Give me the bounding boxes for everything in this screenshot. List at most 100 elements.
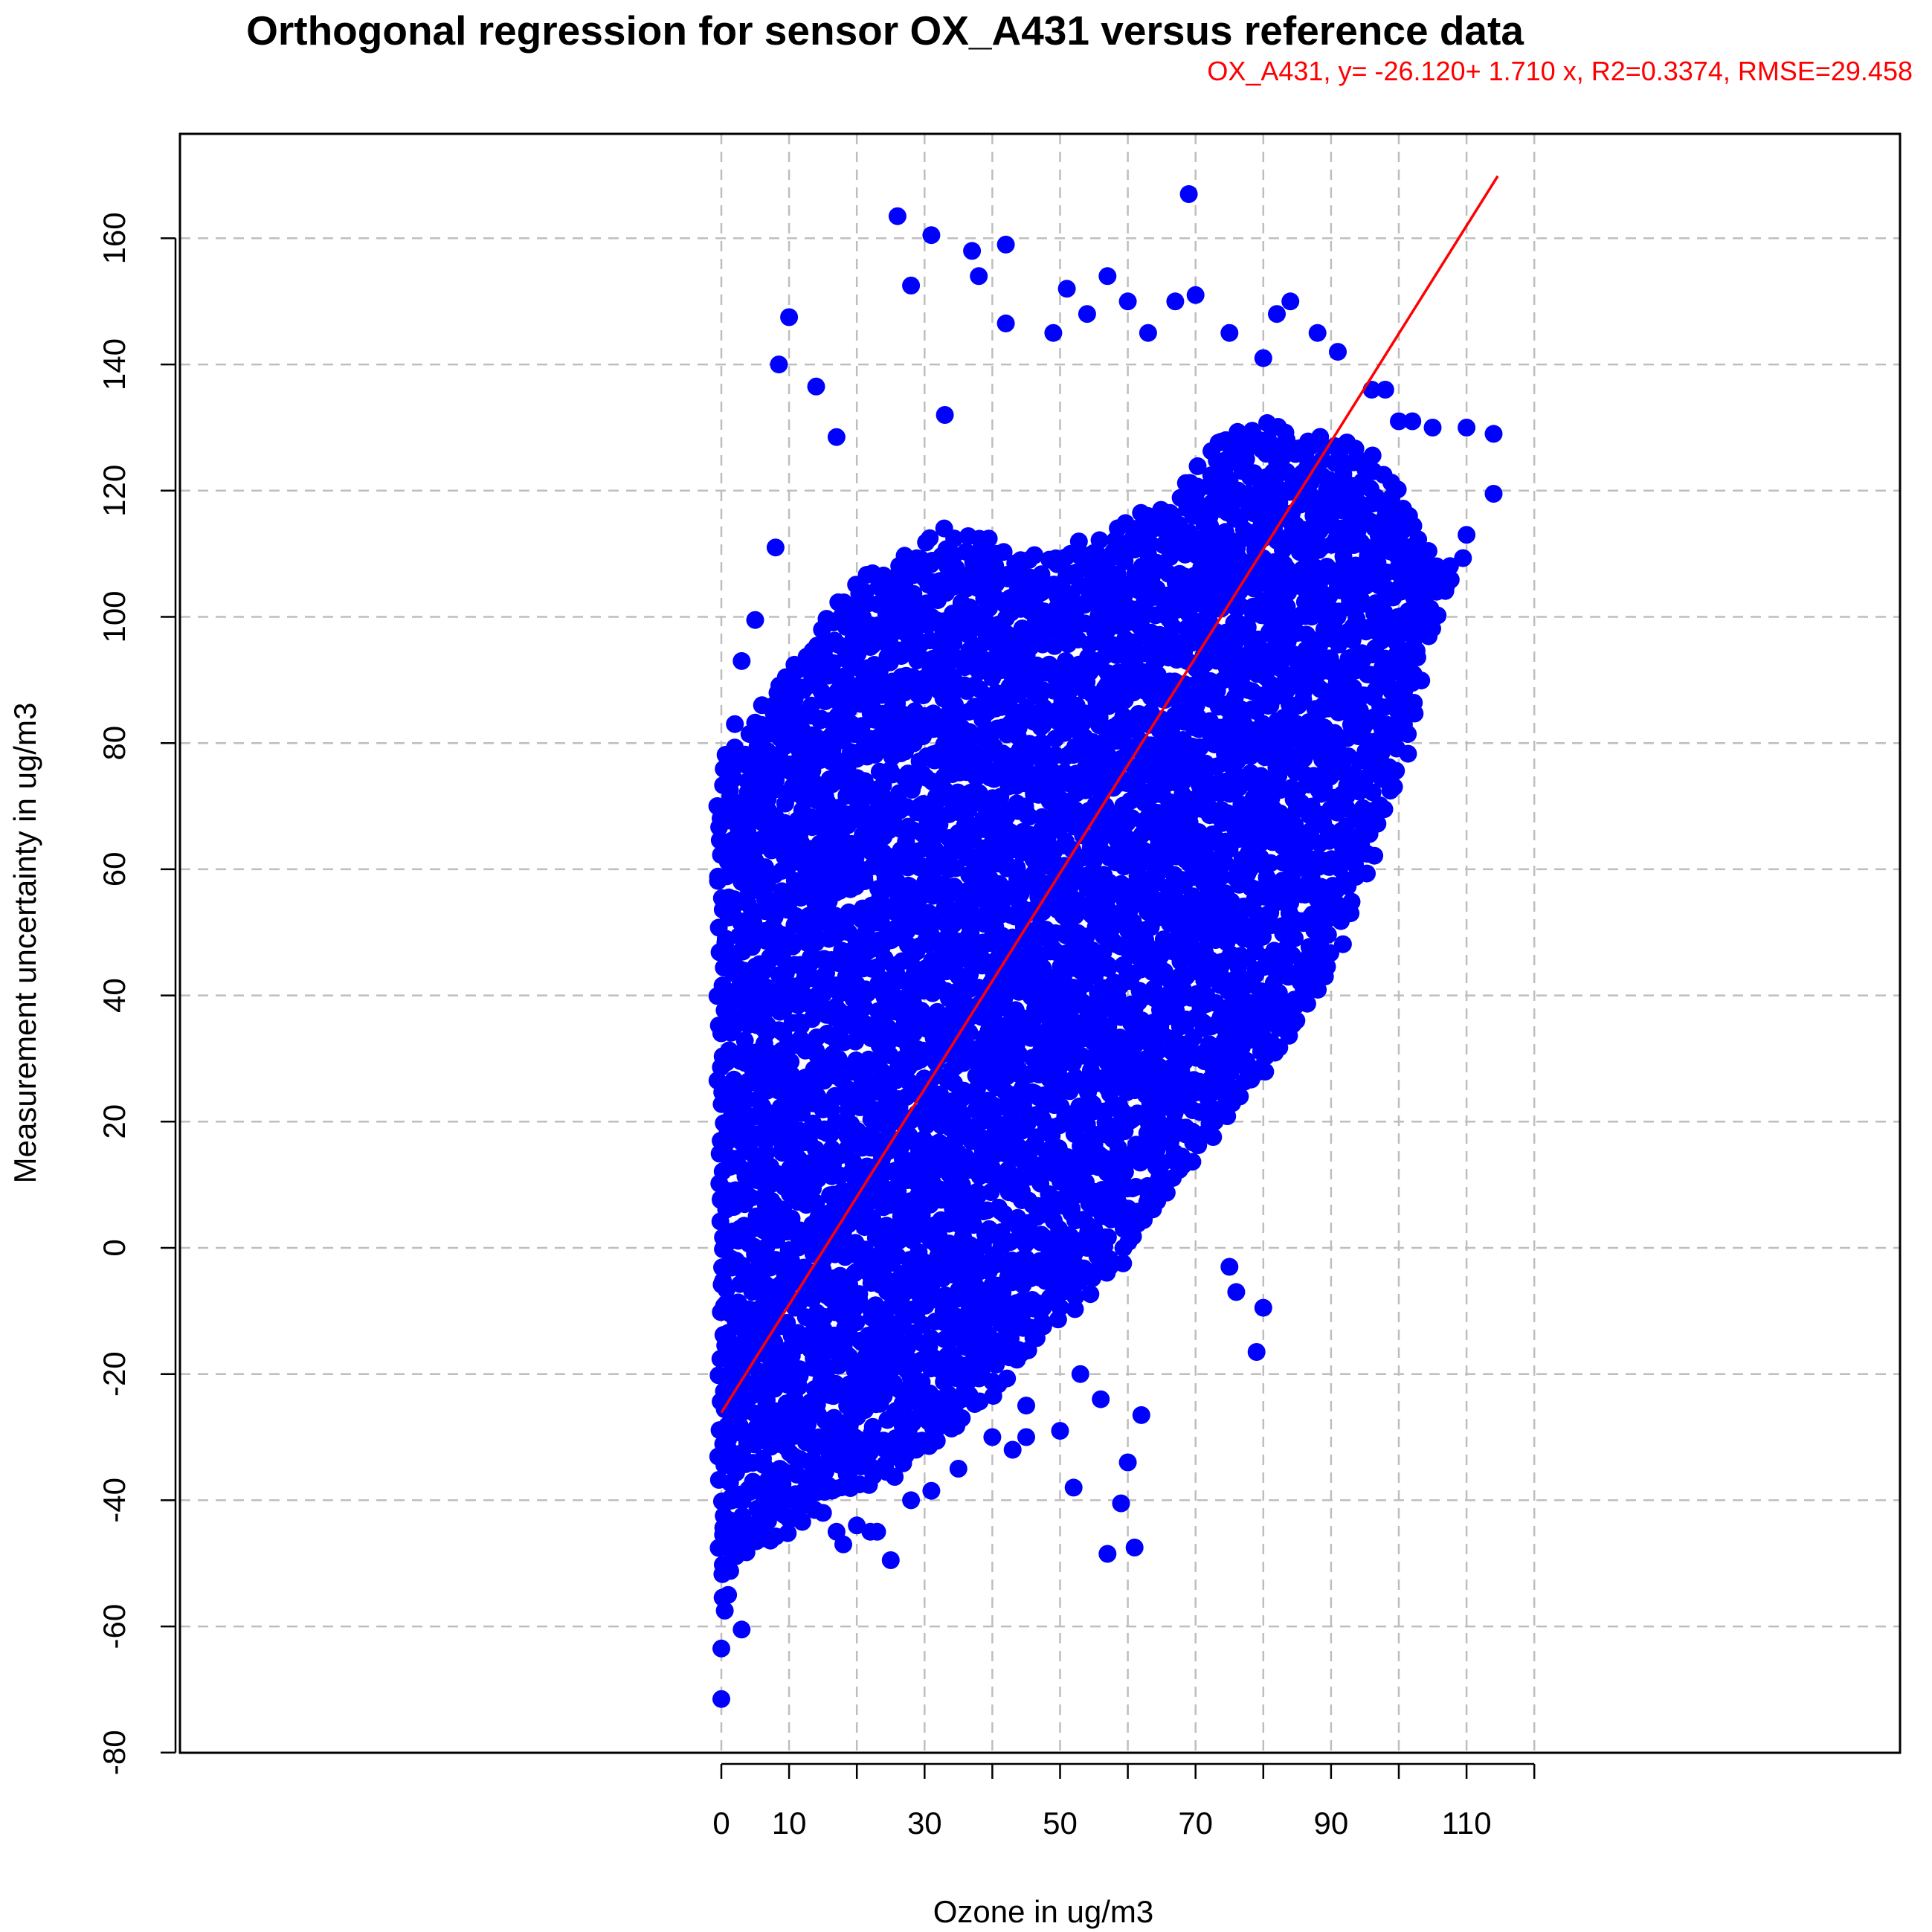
data-point [1484,485,1503,503]
data-point [922,1481,941,1500]
data-point [1207,910,1225,929]
point-cloud-dot [1367,488,1385,506]
data-point [1417,576,1435,595]
data-point [983,1428,1002,1446]
data-point [881,1551,900,1569]
data-point [936,406,954,424]
data-point [1092,1390,1110,1408]
y-tick-label: -60 [97,1604,132,1649]
point-cloud-dot [1454,549,1472,567]
point-cloud-dot [961,1236,979,1255]
point-cloud-dot [758,1415,776,1434]
point-cloud-dot [881,761,899,779]
point-cloud-dot [1429,606,1447,625]
data-point [1376,381,1394,399]
point-cloud-dot [742,1188,761,1207]
point-cloud-dot [904,585,923,603]
x-axis-label: Ozone in ug/m3 [933,1894,1154,1929]
data-point [902,277,921,294]
data-point [1064,1478,1083,1497]
data-point [861,1522,880,1541]
data-point [996,314,1015,332]
point-cloud-dot [1017,805,1036,824]
point-cloud-dot [1256,1063,1275,1081]
point-cloud-dot [889,890,908,909]
data-point [1044,323,1063,342]
data-point [827,428,846,446]
data-point [996,235,1015,254]
point-cloud-dot [874,1178,892,1196]
data-point [732,651,751,670]
y-tick-label: 80 [97,726,132,761]
x-tick-label: 30 [907,1806,942,1841]
data-point [1308,323,1327,342]
point-cloud-dot [1358,864,1376,883]
data-point [1078,305,1096,323]
point-cloud-dot [757,1144,776,1162]
point-cloud-dot [946,695,965,714]
data-point [922,226,941,245]
point-cloud-dot [886,1468,904,1486]
point-cloud-dot [1385,778,1403,796]
data-point [1220,1258,1239,1276]
point-cloud-dot [757,1276,776,1294]
data-point [1118,292,1137,311]
point-cloud-dot [1066,1287,1085,1306]
point-cloud-dot [1399,744,1417,763]
data-point [1057,280,1076,298]
data-point [1179,923,1198,941]
point-cloud-dot [930,1133,948,1152]
data-point [1112,1112,1130,1131]
point-cloud-dot [1387,761,1405,780]
data-point [1227,1283,1246,1301]
y-tick-label: 0 [97,1239,132,1256]
x-tick-label: 90 [1314,1806,1349,1841]
data-point [1247,1343,1266,1361]
point-cloud-dot [1081,1285,1100,1304]
point-cloud-dot [1363,446,1382,465]
data-point [1329,576,1347,595]
point-cloud-dot [863,1209,881,1228]
point-cloud-dot [1405,694,1423,712]
point-cloud-dot [716,930,735,948]
point-cloud-dot [998,1369,1017,1388]
point-cloud-dot [979,1040,998,1058]
point-cloud-dot [767,771,785,790]
point-cloud-dot [1311,428,1330,446]
point-cloud-dot [757,1103,776,1121]
x-tick-label: 110 [1442,1806,1492,1841]
point-cloud-dot [970,1392,989,1411]
point-cloud-dot [840,674,858,693]
x-tick-label: 70 [1178,1806,1213,1841]
point-cloud-dot [1114,1254,1133,1272]
point-cloud-dot [724,1070,743,1089]
point-cloud-dot [960,598,979,616]
data-point [1403,412,1422,431]
point-cloud-dot [863,1357,881,1376]
y-tick-label: 140 [97,338,132,390]
point-cloud-dot [960,1023,979,1042]
y-tick-label: 60 [97,852,132,887]
data-point [888,207,907,225]
data-point [1125,1539,1144,1556]
data-point [1139,323,1157,342]
point-cloud-dot [743,901,761,920]
point-cloud-dot [767,1251,785,1269]
point-cloud-dot [1098,956,1117,974]
point-cloud-dot [850,1285,869,1304]
data-point [1003,1440,1022,1459]
data-point [1268,305,1286,323]
data-point [715,1601,734,1620]
data-point [770,355,788,374]
point-cloud-dot [790,1360,809,1379]
point-cloud-dot [979,529,998,548]
point-cloud-dot [879,1019,898,1037]
data-points [708,185,1503,1708]
point-cloud-dot [1098,1228,1117,1246]
data-point [949,1460,967,1478]
data-point [1051,1422,1069,1440]
data-point [732,1620,751,1639]
point-cloud-dot [802,696,820,715]
point-cloud-dot [921,529,939,547]
y-tick-label: 40 [97,978,132,1013]
